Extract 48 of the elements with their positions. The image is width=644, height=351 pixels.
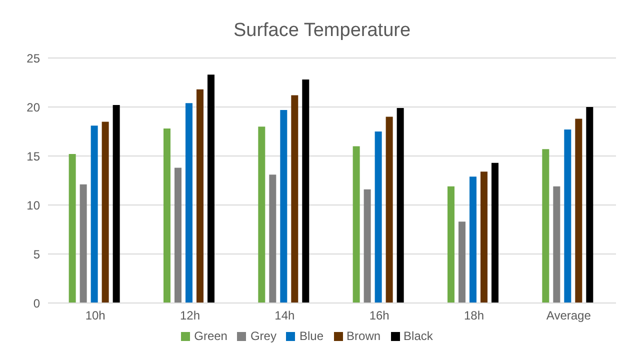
x-tick-label: Average	[546, 308, 592, 323]
bar	[575, 118, 582, 303]
x-tick-label: 10h	[85, 308, 106, 323]
legend-label: Blue	[299, 329, 324, 343]
legend-label: Black	[404, 329, 433, 343]
bar	[469, 176, 476, 303]
x-tick-label: 18h	[464, 308, 484, 323]
bar	[90, 126, 98, 303]
x-tick-label: 12h	[180, 308, 200, 323]
bar	[196, 89, 204, 303]
bar	[364, 189, 371, 303]
bar	[280, 110, 288, 303]
bar	[207, 74, 214, 303]
bar	[374, 132, 382, 303]
bar	[480, 172, 488, 303]
bar	[185, 103, 192, 303]
bar	[386, 116, 393, 303]
legend-label: Green	[194, 329, 228, 343]
bar	[447, 186, 454, 303]
bar	[269, 174, 276, 303]
bar	[458, 222, 466, 303]
bar	[491, 162, 498, 303]
bar	[352, 146, 360, 303]
bar	[112, 105, 120, 303]
bar	[586, 107, 594, 303]
bar	[68, 154, 76, 303]
bar	[291, 95, 298, 303]
bar	[258, 126, 266, 303]
y-tick-label: 10	[26, 198, 40, 212]
bar	[102, 122, 109, 303]
y-tick-label: 5	[33, 247, 40, 262]
bar	[396, 108, 404, 303]
y-tick-label: 0	[33, 296, 40, 310]
bar	[302, 80, 310, 303]
x-tick-label: 14h	[274, 308, 295, 323]
bar	[174, 168, 182, 303]
x-tick-label: 16h	[369, 308, 390, 323]
y-tick-label: 25	[26, 51, 40, 66]
legend-label: Grey	[250, 329, 276, 343]
chart-title: Surface Temperature	[232, 19, 412, 43]
bar	[564, 130, 572, 303]
bar	[80, 184, 87, 303]
y-tick-label: 15	[26, 149, 40, 164]
bar	[553, 186, 560, 303]
y-tick-label: 20	[26, 100, 40, 114]
bar	[163, 128, 170, 303]
legend-label: Brown	[346, 329, 381, 343]
bar	[542, 149, 550, 303]
